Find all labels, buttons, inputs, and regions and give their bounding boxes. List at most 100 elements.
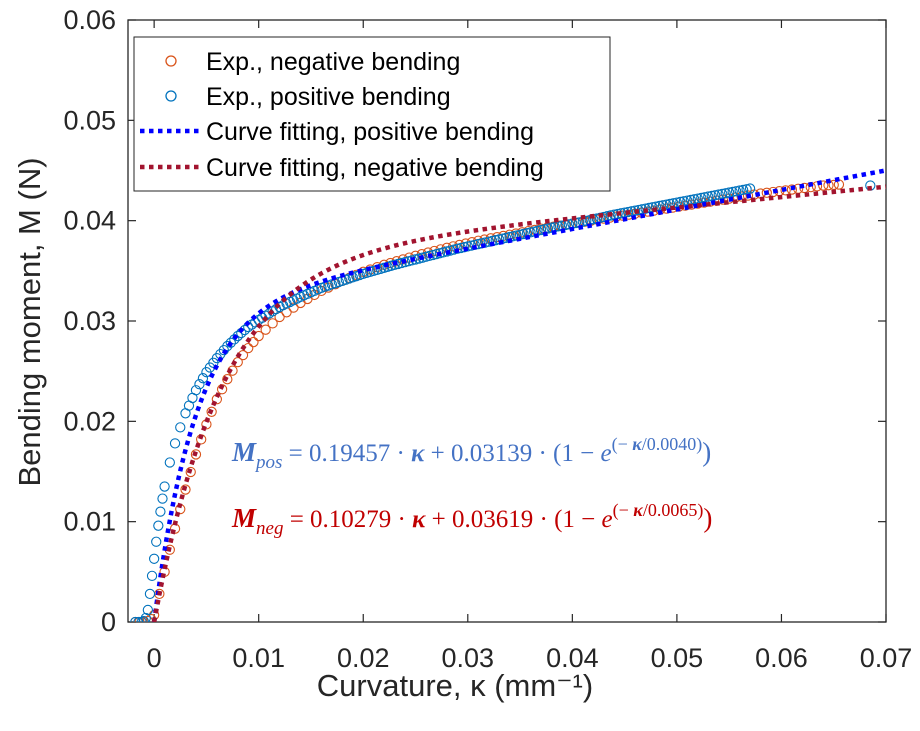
x-tick-label: 0.05: [651, 643, 704, 673]
data-point: [140, 612, 151, 622]
data-point: [535, 224, 547, 236]
legend-marker-exp-negative: [165, 55, 177, 67]
data-point: [689, 194, 700, 205]
data-point: [730, 186, 742, 197]
data-point: [144, 588, 156, 600]
data-point: [710, 190, 721, 201]
x-tick-label: 0.06: [755, 643, 808, 673]
data-point: [142, 604, 154, 616]
eq-kappa: κ: [412, 506, 426, 533]
data-point: [175, 422, 186, 433]
data-point: [699, 192, 710, 203]
data-point: [157, 493, 168, 504]
y-axis-label: Bending moment, M (N): [12, 157, 47, 486]
data-point: [633, 204, 644, 216]
y-tick-label: 0.06: [63, 5, 116, 35]
fit-line-negative-bending: [151, 184, 886, 622]
eq-close: ): [703, 503, 712, 533]
data-point: [459, 242, 470, 253]
data-point: [190, 385, 202, 396]
data-point: [542, 223, 554, 234]
data-point: [225, 337, 236, 348]
eq-mid: + 0.03139 · (1 −: [424, 440, 600, 467]
data-point: [744, 183, 756, 194]
y-tick-label: 0.03: [63, 306, 116, 336]
y-tick-label: 0.05: [63, 105, 116, 135]
data-point: [190, 449, 202, 460]
x-tick-label: 0: [147, 643, 162, 673]
eq-close: ): [702, 437, 711, 467]
legend-label-exp-negative: Exp., negative bending: [206, 48, 460, 76]
x-tick-label: 0.04: [546, 643, 599, 673]
eq-exp-kappa: κ: [633, 500, 643, 520]
data-point: [706, 190, 717, 202]
data-point: [717, 188, 728, 200]
data-point: [490, 235, 501, 246]
data-point: [267, 318, 278, 329]
data-point: [546, 222, 557, 233]
data-point: [518, 228, 529, 240]
data-point: [640, 203, 651, 214]
equation-positive: Mpos = 0.19457 · κ + 0.03139 · (1 − e(− …: [231, 434, 711, 473]
eq-subscript: pos: [254, 452, 282, 473]
data-point: [260, 324, 271, 335]
data-point: [736, 191, 747, 202]
x-tick-labels: 0 0.01 0.02 0.03 0.04 0.05 0.06 0.07: [147, 643, 913, 673]
y-tick-label: 0.02: [63, 406, 116, 436]
data-point: [253, 330, 264, 342]
data-point: [724, 193, 735, 204]
data-point: [799, 182, 810, 194]
data-point: [605, 210, 616, 221]
data-point: [761, 187, 772, 198]
data-point: [197, 373, 209, 384]
eq-lhs: M: [231, 503, 257, 533]
x-tick-label: 0.03: [442, 643, 495, 673]
x-axis-label-text: Curvature, κ (mm⁻¹): [317, 668, 593, 703]
data-point: [206, 406, 217, 417]
data-point: [180, 484, 191, 495]
data-point: [222, 374, 233, 385]
y-tick-label: 0.01: [63, 507, 116, 537]
data-point: [786, 184, 798, 195]
data-point: [703, 191, 714, 202]
legend-label-fit-negative: Curve fitting, negative bending: [206, 154, 544, 182]
data-point: [232, 330, 243, 342]
data-point: [148, 553, 160, 564]
eq-exp-post: /0.0065): [643, 500, 704, 521]
data-point: [737, 184, 749, 196]
data-point: [133, 616, 144, 622]
data-point: [511, 230, 522, 241]
x-tick-label: 0.07: [860, 643, 913, 673]
data-point: [146, 570, 158, 581]
data-point: [734, 185, 745, 196]
data-point: [713, 189, 724, 200]
eq-rhs: = 0.10279 ·: [283, 506, 412, 533]
legend-label-exp-positive: Exp., positive bending: [206, 83, 451, 111]
legend-marker-exp-positive: [165, 90, 177, 102]
data-point: [696, 192, 707, 204]
eq-exp-kappa: κ: [632, 434, 642, 454]
eq-mid: + 0.03619 · (1 −: [425, 506, 601, 533]
data-point: [682, 195, 693, 206]
equation-negative: Mneg = 0.10279 · κ + 0.03619 · (1 − e(− …: [231, 500, 712, 539]
data-point: [828, 179, 839, 191]
y-tick-label: 0: [101, 607, 116, 637]
data-point: [517, 227, 528, 238]
data-point: [563, 219, 575, 230]
data-point: [720, 188, 731, 199]
data-point: [581, 215, 592, 227]
data-point: [151, 536, 162, 547]
eq-lhs: M: [231, 437, 257, 467]
x-tick-label: 0.02: [337, 643, 390, 673]
data-point: [727, 186, 738, 198]
data-point: [741, 184, 752, 195]
x-tick-label: 0.01: [232, 643, 285, 673]
data-point: [452, 243, 463, 254]
data-point: [818, 180, 829, 191]
eq-exp-pre: (−: [613, 500, 634, 521]
fit-line-positive-bending: [151, 168, 886, 622]
data-point: [678, 196, 690, 207]
legend-label-fit-positive: Curve fitting, positive bending: [206, 118, 534, 146]
data-point: [130, 616, 141, 622]
